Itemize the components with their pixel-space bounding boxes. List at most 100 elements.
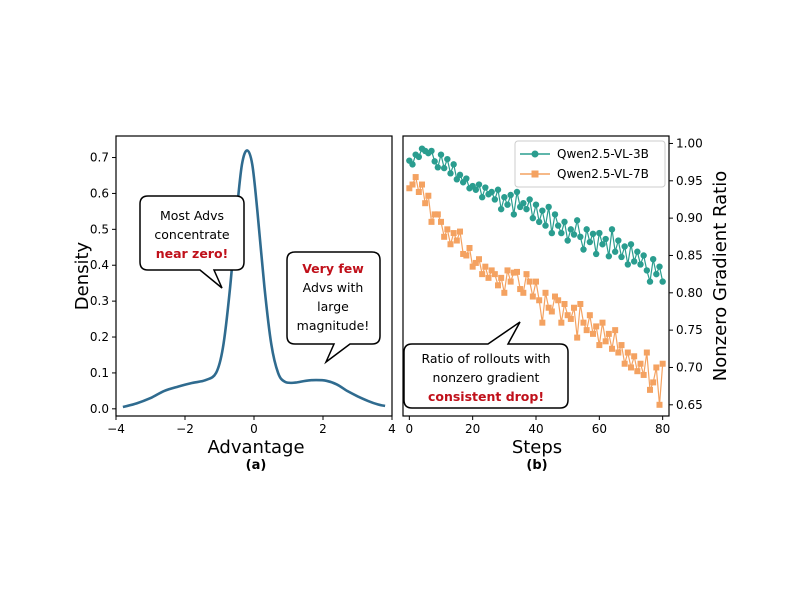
data-point <box>438 218 444 225</box>
data-point <box>561 301 568 307</box>
data-point <box>437 151 445 158</box>
data-point <box>533 278 539 285</box>
data-point <box>589 230 597 238</box>
data-point <box>456 171 464 179</box>
panel-b-y-label: Nonzero Gradient Ratio <box>710 171 731 381</box>
data-point <box>637 261 644 268</box>
data-point <box>457 228 463 235</box>
data-point <box>656 263 663 270</box>
panel-a-label: (a) <box>246 458 267 473</box>
data-point <box>558 229 565 237</box>
data-point <box>637 360 644 367</box>
data-point <box>469 263 476 270</box>
panel-b-x-label: Steps <box>512 437 562 458</box>
data-point <box>488 188 495 196</box>
data-point <box>539 207 546 214</box>
data-point <box>447 170 454 177</box>
data-point <box>535 218 543 226</box>
y-tick-label: 0.0 <box>90 402 109 416</box>
data-point <box>450 161 457 168</box>
data-point <box>479 271 486 278</box>
y-tick-label: 0.2 <box>90 330 109 344</box>
data-point <box>596 342 603 349</box>
data-point <box>463 175 470 182</box>
legend: Qwen2.5-VL-3B Qwen2.5-VL-7B <box>514 140 666 188</box>
data-point <box>504 201 511 208</box>
data-point <box>567 226 575 233</box>
data-point <box>523 271 530 278</box>
y-tick-label: 0.90 <box>676 211 703 225</box>
data-point <box>653 364 660 371</box>
data-point <box>605 330 612 337</box>
data-point <box>646 278 654 285</box>
data-point <box>590 330 596 337</box>
data-point <box>618 342 625 349</box>
data-point <box>545 304 552 311</box>
panel-a-y-ticks: 0.0 0.1 0.2 0.3 0.4 0.5 0.6 0.7 <box>90 151 116 416</box>
data-point <box>497 205 505 213</box>
callout-line: Advs with <box>303 280 364 295</box>
x-tick-label: 20 <box>465 422 480 436</box>
data-point <box>583 226 590 233</box>
x-tick-label: 4 <box>388 422 396 436</box>
y-tick-label: 0.6 <box>90 186 109 200</box>
data-point <box>472 259 479 266</box>
data-point <box>510 211 518 218</box>
data-point <box>510 269 517 276</box>
data-point <box>564 237 571 244</box>
panel-b-nonzero-ratio: 0 20 40 60 80 0.65 0.70 0.75 0.80 0.85 0.90 0.95 1.… <box>402 135 731 473</box>
data-point <box>624 261 632 268</box>
callout-highlight: near zero! <box>156 246 229 261</box>
data-point <box>555 297 562 304</box>
data-point <box>580 246 587 253</box>
data-point <box>523 205 530 213</box>
data-point <box>564 312 571 319</box>
panel-a-x-ticks: −4 −2 0 2 4 <box>107 416 396 436</box>
x-tick-label: 40 <box>528 422 543 436</box>
panel-a-density: −4 −2 0 2 4 0.0 0.1 0.2 0.3 0.4 0.5 0.6 0.7 Most Ad… <box>72 135 396 473</box>
data-point <box>558 319 565 326</box>
data-point <box>504 267 511 274</box>
data-point <box>478 194 486 201</box>
y-tick-label: 1.00 <box>676 136 703 150</box>
data-point <box>444 226 451 233</box>
callout-highlight: Very few <box>302 261 364 276</box>
density-curve <box>122 149 386 409</box>
panel-b-x-ticks: 0 20 40 60 80 <box>406 416 670 436</box>
callout-line: Ratio of rollouts with <box>421 351 550 366</box>
data-point <box>517 286 524 293</box>
data-point <box>447 241 454 248</box>
data-point <box>608 226 616 233</box>
data-point <box>577 233 584 240</box>
data-point <box>596 229 603 237</box>
data-point <box>466 245 473 251</box>
data-point <box>425 192 432 199</box>
data-point <box>615 237 622 244</box>
data-point <box>611 248 619 255</box>
data-point <box>536 297 543 304</box>
x-tick-label: 0 <box>250 422 258 436</box>
data-point <box>618 253 625 261</box>
callout-line: nonzero gradient <box>433 370 540 385</box>
callout-consistent-drop: Ratio of rollouts with nonzero gradient … <box>403 321 569 409</box>
data-point <box>659 278 666 285</box>
data-point <box>552 293 558 300</box>
data-point <box>434 211 441 218</box>
legend-box <box>514 140 666 188</box>
data-point <box>532 201 540 208</box>
x-tick-label: 60 <box>592 422 607 436</box>
data-point <box>621 360 628 367</box>
data-point <box>542 289 549 296</box>
data-point <box>612 327 619 334</box>
data-point <box>640 252 647 259</box>
data-point <box>624 349 631 356</box>
data-point <box>627 241 635 248</box>
data-point <box>567 315 574 322</box>
panel-a-y-label: Density <box>72 241 93 310</box>
y-tick-label: 0.3 <box>90 294 109 308</box>
data-point <box>450 230 457 237</box>
data-point <box>520 200 527 207</box>
data-point <box>586 312 593 319</box>
y-tick-label: 0.75 <box>676 323 703 337</box>
data-point <box>630 258 638 265</box>
